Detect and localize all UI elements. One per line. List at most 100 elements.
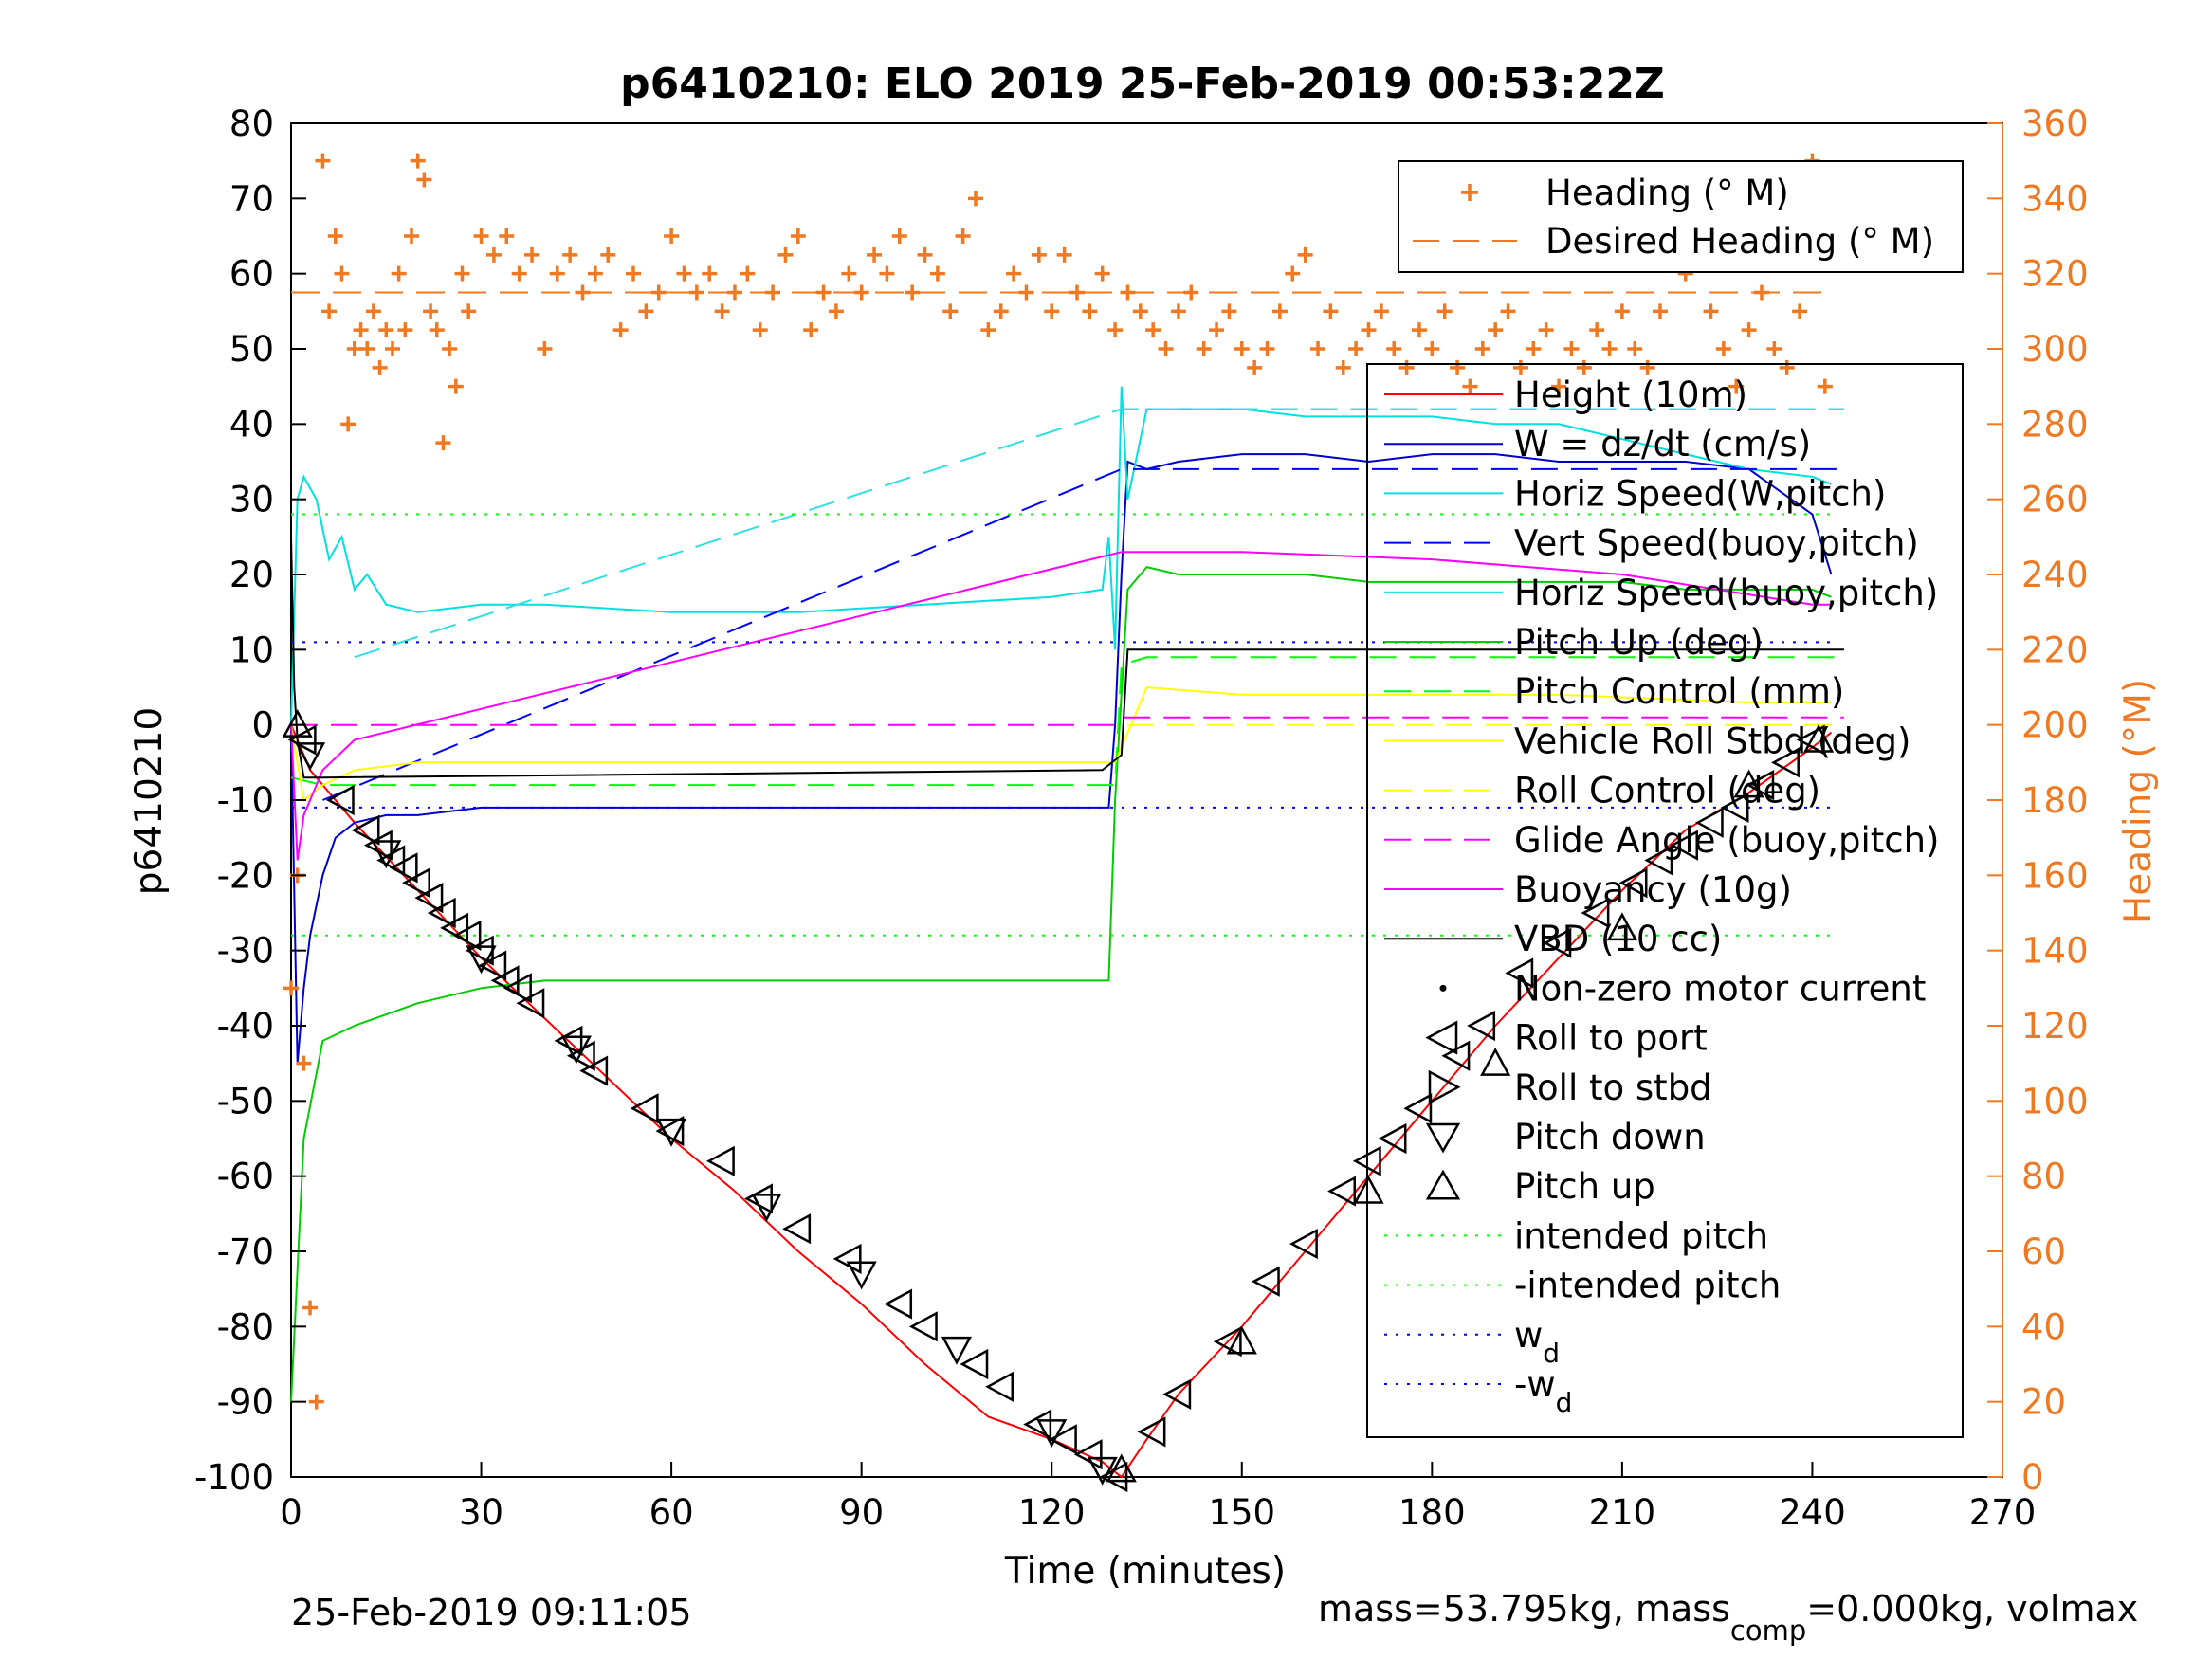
x-tick-label: 30: [459, 1492, 503, 1533]
roll-to-port-marker: [1771, 747, 1800, 778]
legend-label-5: Horiz Speed(buoy,pitch): [1514, 573, 1938, 613]
heading-point: [429, 322, 445, 338]
roll-to-port-marker: [1327, 1176, 1356, 1207]
roll-to-port-marker: [1796, 724, 1825, 756]
heading-point: [942, 303, 959, 319]
legend-label-text: Roll to port: [1514, 1018, 1708, 1059]
legend-label-text: Horiz Speed(W,pitch): [1514, 473, 1886, 514]
roll-to-port-marker: [325, 784, 355, 816]
pitch-down-marker: [751, 1194, 782, 1223]
legend-label-10: Glide Angle (buoy,pitch): [1514, 820, 1939, 861]
roll-to-port-marker: [1403, 1093, 1433, 1124]
legend-label-text: Non-zero motor current: [1514, 968, 1926, 1009]
heading-point: [1323, 303, 1339, 319]
heading-point: [1082, 303, 1098, 319]
legend-label-text: Pitch up: [1514, 1166, 1655, 1207]
roll-to-port-marker: [1378, 1122, 1407, 1155]
roll-to-port-marker: [908, 1311, 938, 1342]
heading-point: [562, 246, 578, 263]
roll-to-port-marker: [478, 950, 507, 981]
roll-to-port-marker: [1162, 1378, 1192, 1410]
legend-desired-label: Desired Heading (° M): [1545, 221, 1934, 262]
y-tick-label: 40: [229, 404, 274, 445]
roll-to-port-marker: [1505, 957, 1534, 989]
heading-point: [1297, 246, 1313, 263]
heading-point: [315, 153, 331, 169]
roll-to-port-marker: [884, 1288, 913, 1320]
y-tick-label: -80: [217, 1306, 274, 1347]
heading-point: [397, 322, 413, 338]
roll-to-port-marker: [1289, 1228, 1318, 1260]
x-tick-label: 210: [1589, 1492, 1656, 1533]
roll-to-port-marker: [1543, 927, 1572, 958]
legend-heading-sample: [1461, 184, 1478, 201]
y-tick-label: 50: [229, 329, 274, 370]
y-tick-label: 10: [229, 629, 274, 670]
heading-point: [1462, 378, 1478, 394]
y-tick-label: 70: [229, 178, 274, 219]
pitch-up-marker: [1353, 1175, 1384, 1204]
heading-point: [1792, 303, 1808, 319]
series-line-5: [354, 408, 1844, 659]
heading-point: [980, 322, 996, 338]
heading-point: [353, 322, 369, 338]
y-tick-label: -10: [217, 780, 274, 821]
roll-to-port-marker: [705, 1145, 735, 1176]
legend-label-text: Roll to stbd: [1514, 1067, 1712, 1108]
heading-point: [1056, 246, 1072, 263]
heading-point: [391, 265, 407, 282]
series-line-11: [290, 551, 1832, 861]
roll-to-port-marker: [1213, 1326, 1242, 1358]
heading-point: [828, 303, 844, 319]
x-axis-label: Time (minutes): [1004, 1550, 1286, 1593]
series-line-7: [290, 656, 1844, 787]
heading-point: [702, 265, 718, 282]
y2-tick-label: 300: [2021, 329, 2089, 370]
heading-point: [537, 341, 553, 356]
x-tick-label: 180: [1398, 1492, 1466, 1533]
heading-point: [1120, 284, 1136, 301]
heading-point: [790, 228, 806, 244]
legend-label-14: Roll to port: [1514, 1018, 1708, 1059]
series-line-6: [290, 565, 1832, 1402]
legend-sample-stbd: [1428, 1069, 1461, 1104]
heading-point: [435, 435, 451, 451]
roll-to-port-marker: [516, 988, 545, 1019]
heading-point: [1627, 341, 1643, 356]
legend-label-text: -intended pitch: [1514, 1266, 1781, 1306]
roll-to-port-marker: [414, 883, 444, 914]
y2-tick-label: 140: [2021, 931, 2089, 972]
legend-label-text: Vehicle Roll Stbd (deg): [1514, 720, 1910, 761]
roll-to-port-marker: [427, 897, 456, 929]
y-tick-label: 0: [251, 705, 274, 746]
heading-point: [423, 303, 439, 319]
series-line-3: [290, 386, 1832, 725]
heading-point: [1107, 322, 1124, 338]
heading-point: [1538, 322, 1554, 338]
roll-to-port-marker: [782, 1213, 812, 1245]
y2-tick-label: 240: [2021, 555, 2089, 595]
heading-point: [1563, 341, 1580, 356]
y2-tick-label: 180: [2021, 780, 2089, 821]
heading-point: [485, 246, 502, 263]
heading-point: [549, 265, 565, 282]
heading-point: [1145, 322, 1161, 338]
y2-tick-label: 100: [2021, 1081, 2089, 1121]
footer-mass-main: mass=53.795kg, mass: [1318, 1588, 1730, 1630]
legend-label-4: Vert Speed(buoy,pitch): [1514, 523, 1919, 564]
pitch-up-marker: [1606, 912, 1637, 941]
y-tick-label: -50: [217, 1081, 274, 1121]
y-tick-label: -30: [217, 931, 274, 972]
roll-to-port-marker: [452, 920, 482, 951]
heading-point: [1766, 341, 1782, 356]
heading-point: [1817, 378, 1833, 394]
heading-point: [384, 341, 400, 356]
heading-point: [1373, 303, 1389, 319]
pitch-down-marker: [941, 1336, 973, 1365]
heading-point: [626, 265, 641, 282]
heading-point: [993, 303, 1009, 319]
roll-to-port-marker: [1251, 1266, 1280, 1297]
heading-point: [283, 980, 299, 996]
heading-point: [378, 322, 394, 338]
